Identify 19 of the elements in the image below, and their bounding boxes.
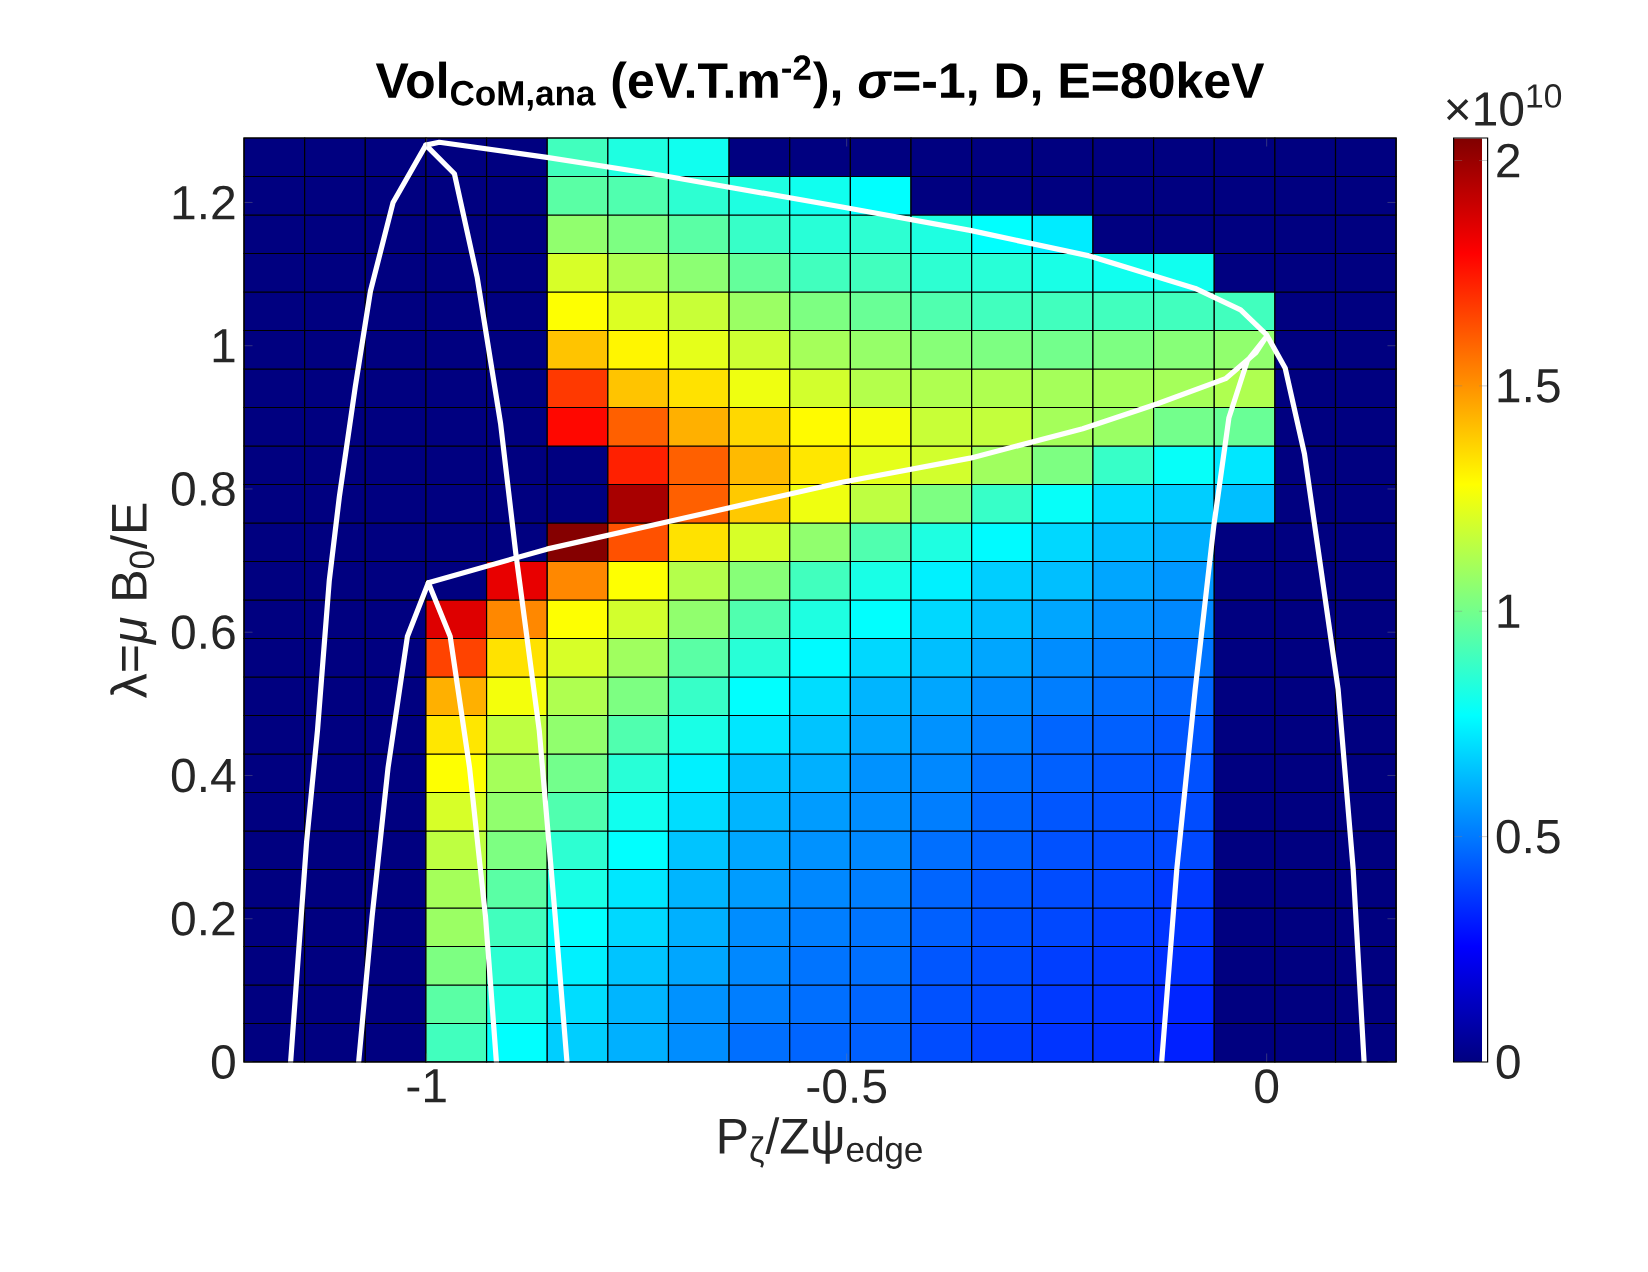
y-tick-label: 1 [213,329,235,363]
color-bar-label: 1.5 [1498,369,1560,403]
text: ×10$^{10}$ [1446,84,1562,127]
x-axis-title: P$_{ζ}$/Zψ$_{edge}$ [719,1117,922,1169]
chart-title: Vol$_{CoM,ana}$ (eV.T.m$^{-2}$), σ=-1, D, E=80keV [375,55,1265,111]
y-axis-title: λ=μ B$_{0}$/E [110,503,157,698]
x-tick-label: 0 [1255,1069,1279,1104]
y-tick-label: 0.4 [171,758,236,793]
y-tick-label: 1.2 [173,185,235,220]
y-tick-label: 0.6 [171,615,235,650]
color-bar-label: 2 [1497,143,1520,178]
color-bar-label: 0 [1496,1045,1520,1079]
x-tick-label: -1 [407,1069,446,1103]
color-bar-label: 0.5 [1496,819,1560,854]
y-tick-label: 0 [211,1045,235,1079]
y-tick-label: 0.2 [171,901,235,936]
color-bar-label: 1 [1498,594,1520,628]
x-tick-label: -0.5 [807,1069,887,1104]
y-tick-label: 0.8 [171,471,235,506]
